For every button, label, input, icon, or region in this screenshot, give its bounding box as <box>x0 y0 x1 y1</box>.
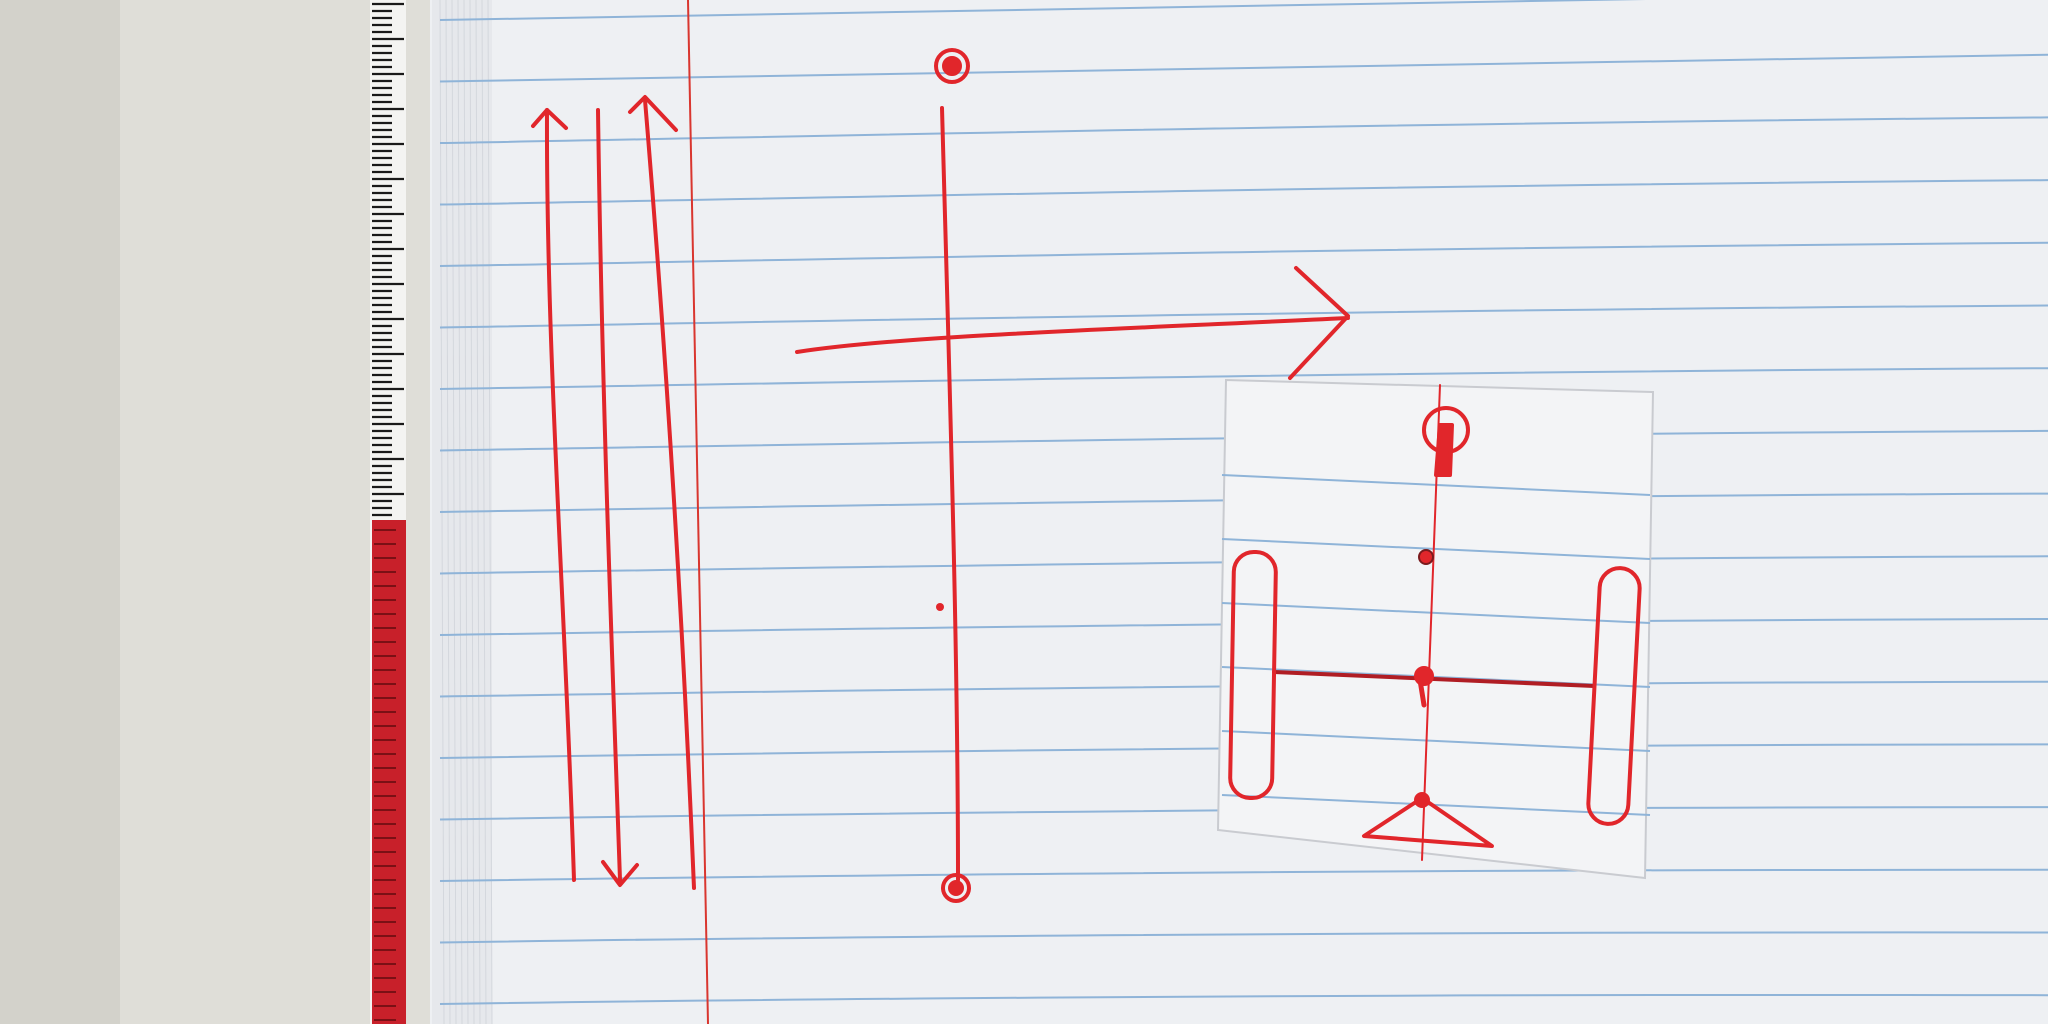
down-arrow-middle <box>596 108 622 882</box>
horizontal-arrow <box>795 266 1350 380</box>
up-arrow-left-head <box>531 108 568 130</box>
ruler-ticks <box>372 2 404 517</box>
ruled-line <box>439 618 2048 636</box>
ruled-line <box>439 680 2048 698</box>
ruled-line <box>439 868 2048 882</box>
bottom-endpoint-circle <box>941 873 971 903</box>
ruler-red-ticks <box>374 529 396 1021</box>
card-right-wheel <box>1586 566 1642 826</box>
ruled-line <box>439 304 2048 329</box>
ruled-line <box>439 555 2048 575</box>
card-upper-dot <box>1418 549 1434 565</box>
ruled-line <box>439 241 2048 267</box>
ruled-line <box>439 367 2048 390</box>
card-ruled-line <box>1221 730 1651 752</box>
top-endpoint-circle <box>934 48 970 84</box>
ruled-line <box>439 179 2048 206</box>
margin-line <box>687 0 709 1024</box>
axis-dot <box>936 603 944 611</box>
card-sketch <box>1228 384 1642 861</box>
card-ruled-line <box>1221 794 1651 816</box>
horizontal-arrow-head <box>1288 266 1350 380</box>
ruler-red-band <box>372 520 406 1024</box>
card-caster-triangle <box>1362 796 1494 848</box>
ruled-line <box>439 743 2048 759</box>
ruled-line <box>439 116 2048 144</box>
card-axle-line <box>1272 670 1596 688</box>
ruled-line <box>439 993 2048 1005</box>
table-shadow <box>0 0 120 1024</box>
card-ruled-line <box>1221 602 1651 624</box>
cut-paper-card <box>1216 378 1655 880</box>
vertical-arrows <box>531 95 696 890</box>
ruled-line <box>439 492 2048 513</box>
down-arrow-middle-head <box>601 860 639 887</box>
card-ruled-lines <box>1221 474 1651 816</box>
ruled-line <box>439 931 2048 944</box>
up-arrow-right-head <box>628 95 678 132</box>
up-arrow-right <box>643 98 696 890</box>
card-ruled-line <box>1221 538 1651 560</box>
ruled-line <box>439 429 2048 452</box>
ruled-line <box>439 806 2048 821</box>
card-left-wheel <box>1228 549 1278 801</box>
up-arrow-left <box>544 108 576 882</box>
ruler <box>370 0 406 1024</box>
vertical-axis-line <box>934 48 971 903</box>
